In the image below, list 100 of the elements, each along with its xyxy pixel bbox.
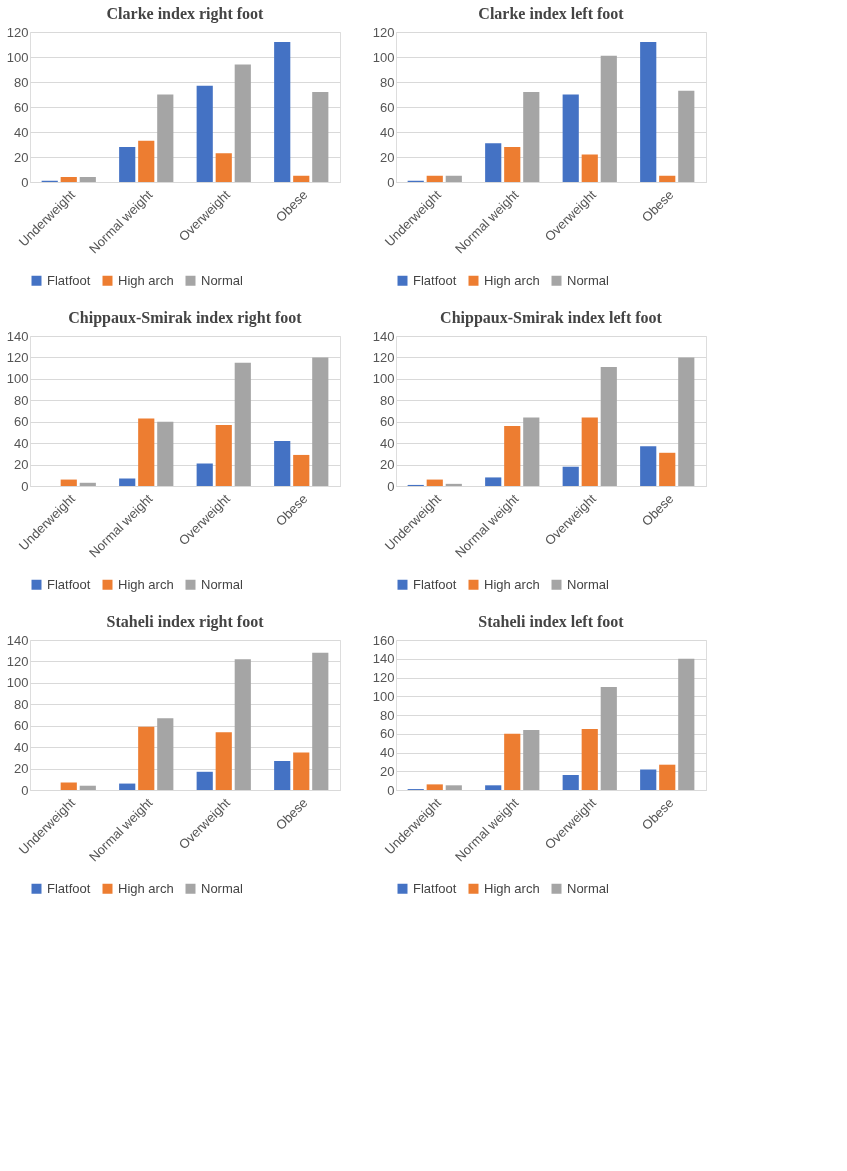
y-tick-label: 120 <box>6 653 29 669</box>
y-tick-label: 140 <box>6 328 29 344</box>
bar <box>581 729 598 790</box>
bar <box>234 362 251 486</box>
legend-label: Flatfoot <box>47 880 91 896</box>
bar <box>581 154 598 182</box>
bar <box>119 783 136 790</box>
bar <box>157 718 174 790</box>
bar <box>600 367 617 486</box>
bar <box>640 769 657 790</box>
bar <box>157 421 174 486</box>
legend-label: High arch <box>484 576 540 592</box>
y-tick-label: 100 <box>6 49 29 65</box>
chart-title: Staheli index left foot <box>478 613 625 630</box>
y-tick-label: 100 <box>6 371 29 387</box>
bar <box>504 733 521 790</box>
bar <box>79 177 96 182</box>
bar <box>426 784 443 790</box>
y-tick-label: 60 <box>380 726 395 742</box>
bar <box>581 417 598 486</box>
y-tick-label: 140 <box>372 328 395 344</box>
y-tick-label: 100 <box>372 688 395 704</box>
legend-label: High arch <box>118 272 174 288</box>
y-tick-label: 120 <box>372 670 395 685</box>
bar <box>504 147 521 182</box>
chart-title: Clarke index left foot <box>478 5 625 22</box>
legend-label: Normal <box>567 576 610 592</box>
bar <box>426 479 443 486</box>
legend-label: Normal <box>201 880 244 896</box>
legend-label: Normal <box>567 272 610 288</box>
bar <box>79 785 96 790</box>
bar <box>274 761 291 790</box>
legend-label: Flatfoot <box>47 272 91 288</box>
y-tick-label: 100 <box>6 675 29 691</box>
y-tick-label: 0 <box>387 478 395 494</box>
chart-title: Clarke index right foot <box>106 5 265 23</box>
bar <box>138 726 155 790</box>
y-tick-label: 40 <box>14 739 29 755</box>
legend-label: High arch <box>484 272 540 288</box>
bar <box>445 175 462 182</box>
bar <box>445 785 462 790</box>
bar <box>678 90 695 182</box>
bar <box>678 658 695 790</box>
y-tick-label: 60 <box>14 718 29 734</box>
y-tick-label: 20 <box>14 149 29 165</box>
bar <box>659 452 676 486</box>
bar <box>196 85 213 182</box>
y-tick-label: 60 <box>14 99 29 115</box>
bar <box>119 147 136 182</box>
bar <box>274 42 291 182</box>
y-tick-label: 20 <box>380 763 395 779</box>
y-tick-label: 120 <box>372 24 395 40</box>
bar <box>60 782 77 790</box>
bar <box>678 357 695 486</box>
bar <box>312 357 329 486</box>
y-tick-label: 40 <box>380 124 395 140</box>
y-tick-label: 100 <box>372 49 395 65</box>
y-tick-label: 0 <box>387 174 395 190</box>
legend-label: Normal <box>201 272 244 288</box>
y-tick-label: 40 <box>14 124 29 140</box>
bar <box>119 478 136 486</box>
bar <box>234 64 251 182</box>
bar <box>60 479 77 486</box>
y-tick-label: 100 <box>372 371 395 387</box>
legend-label: High arch <box>118 576 174 592</box>
y-tick-label: 20 <box>380 457 395 473</box>
y-tick-label: 80 <box>380 392 395 408</box>
bar <box>215 732 232 790</box>
legend-label: Flatfoot <box>413 880 457 896</box>
y-tick-label: 120 <box>6 24 29 40</box>
y-tick-label: 80 <box>14 74 29 90</box>
bar <box>60 177 77 182</box>
legend-label: Flatfoot <box>413 576 457 592</box>
bar <box>138 140 155 182</box>
legend-label: Flatfoot <box>47 576 91 592</box>
y-tick-label: 140 <box>6 632 29 648</box>
bar <box>523 92 540 182</box>
y-tick-label: 140 <box>372 651 395 667</box>
bar <box>640 42 657 182</box>
y-tick-label: 20 <box>14 457 29 473</box>
bar <box>445 483 462 486</box>
bar <box>138 418 155 486</box>
y-tick-label: 80 <box>380 74 395 90</box>
legend-label: Normal <box>201 576 244 592</box>
y-tick-label: 120 <box>372 349 395 365</box>
y-tick-label: 0 <box>21 478 29 494</box>
bar <box>640 446 657 486</box>
bar <box>600 55 617 182</box>
bar <box>659 764 676 790</box>
y-tick-label: 80 <box>14 392 29 408</box>
bar <box>485 477 502 486</box>
bar <box>234 659 251 790</box>
y-tick-label: 80 <box>14 696 29 712</box>
bar <box>79 482 96 486</box>
legend-label: High arch <box>484 880 540 896</box>
bar <box>485 785 502 790</box>
bar <box>523 417 540 486</box>
y-tick-label: 40 <box>14 435 29 451</box>
y-tick-label: 0 <box>21 174 29 190</box>
bar <box>293 175 310 182</box>
